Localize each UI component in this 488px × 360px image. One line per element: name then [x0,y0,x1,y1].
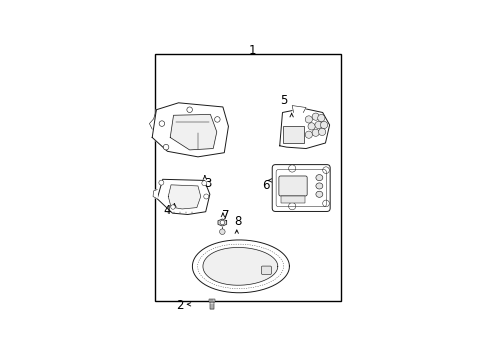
Bar [280,195,305,203]
Circle shape [288,203,295,210]
Polygon shape [192,240,289,293]
Text: 6: 6 [262,179,269,193]
Circle shape [305,131,312,138]
Text: 7: 7 [222,208,229,221]
Circle shape [159,180,163,185]
Polygon shape [153,190,157,199]
Circle shape [159,121,164,126]
Circle shape [318,128,325,135]
Circle shape [202,181,206,186]
Circle shape [320,121,327,129]
Text: 5: 5 [280,94,287,107]
Circle shape [203,194,208,199]
Text: 8: 8 [234,216,242,229]
Polygon shape [170,114,216,150]
Circle shape [288,165,295,172]
Circle shape [322,167,328,174]
FancyBboxPatch shape [261,266,271,274]
Circle shape [305,116,312,123]
Text: 1: 1 [248,45,256,58]
Circle shape [219,229,224,234]
Circle shape [163,144,168,150]
Ellipse shape [315,175,322,181]
Bar [209,301,214,309]
Polygon shape [168,185,200,209]
Polygon shape [203,247,277,285]
Ellipse shape [315,191,322,197]
Bar [283,126,304,143]
Circle shape [314,121,322,129]
Circle shape [322,200,328,207]
Circle shape [307,123,315,130]
Polygon shape [157,179,209,215]
Circle shape [170,205,175,209]
Polygon shape [292,105,305,112]
Circle shape [311,113,319,120]
Text: 2: 2 [176,299,183,312]
Polygon shape [279,108,329,149]
Circle shape [214,117,220,122]
Polygon shape [218,219,226,226]
Text: 3: 3 [203,177,211,190]
FancyBboxPatch shape [272,165,329,211]
Bar [155,54,340,301]
Circle shape [186,107,192,112]
Circle shape [220,220,224,225]
Circle shape [311,129,319,136]
Text: 4: 4 [163,204,171,217]
Ellipse shape [315,183,322,189]
Bar [208,299,214,302]
Circle shape [317,114,324,122]
FancyBboxPatch shape [278,176,306,196]
Polygon shape [152,103,228,157]
